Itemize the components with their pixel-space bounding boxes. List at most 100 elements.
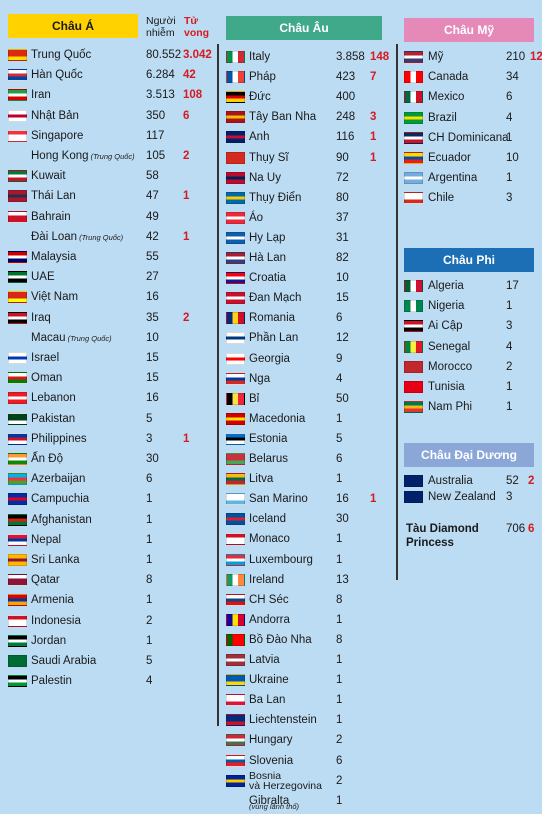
infected-count: 1 (506, 300, 513, 313)
country-row: Afghanistan 1 (8, 511, 198, 529)
flag-icon (404, 360, 423, 373)
flag-icon (226, 111, 245, 124)
country-row: Hà Lan 82 (226, 249, 416, 267)
country-name: Việt Nam (31, 291, 79, 304)
country-name: New Zealand (428, 491, 496, 503)
country-row: Argentina 1 (404, 169, 542, 187)
flag-icon (404, 340, 423, 353)
country-name: Armenia (31, 594, 74, 607)
infected-count: 6 (336, 312, 343, 325)
flag-icon (404, 381, 423, 393)
infected-count: 34 (506, 71, 519, 84)
country-name: Iran (31, 89, 51, 102)
deaths-count: 7 (370, 71, 377, 84)
deaths-count: 3 (370, 111, 377, 124)
country-name: Morocco (428, 360, 473, 373)
country-name: Australia (428, 475, 473, 487)
country-name: Slovenia (249, 754, 294, 767)
country-row: Ukraine 1 (226, 671, 416, 689)
country-row: Gibralta (vùng lãnh thổ) 1 (226, 792, 416, 811)
flag-icon (404, 51, 423, 63)
country-name: Pháp (249, 71, 276, 84)
flag-icon (8, 453, 27, 465)
deaths-count: 2 (528, 475, 535, 487)
country-row: UAE 27 (8, 268, 198, 286)
infected-count: 6 (336, 453, 343, 465)
infected-count: 3.858 (336, 51, 365, 63)
flag-icon (8, 473, 27, 486)
infected-count: 55 (146, 251, 159, 263)
flag-icon (226, 432, 245, 445)
country-row: Georgia 9 (226, 350, 416, 368)
flag-icon (8, 311, 27, 324)
country-row: Liechtenstein 1 (226, 711, 416, 729)
infected-count: 1 (336, 794, 343, 807)
flag-icon (8, 210, 27, 223)
flag-icon (404, 320, 423, 333)
country-row: Chile 3 (404, 189, 542, 207)
flag-icon (226, 71, 245, 84)
infected-count: 72 (336, 171, 349, 184)
flag-icon (8, 655, 27, 667)
deaths-count: 12 (530, 51, 542, 63)
country-row: Hàn Quốc 6.284 42 (8, 66, 198, 84)
infected-count: 13 (336, 573, 349, 586)
country-name: Saudi Arabia (31, 655, 97, 667)
country-row: Estonia 5 (226, 430, 416, 448)
flag-icon (8, 594, 27, 607)
infected-count: 3.513 (146, 89, 175, 102)
flag-icon (226, 372, 245, 385)
infected-count: 16 (336, 493, 349, 506)
infected-count: 30 (336, 513, 349, 526)
flag-icon (226, 633, 245, 646)
country-name: Estonia (249, 432, 288, 445)
flag-icon (8, 109, 27, 122)
country-name: Nigeria (428, 300, 465, 313)
country-name: Bồ Đào Nha (249, 633, 312, 646)
flag-icon (404, 91, 423, 104)
country-row: Bồ Đào Nha 8 (226, 631, 416, 649)
flag-icon (226, 453, 245, 465)
infected-count: 10 (146, 331, 159, 344)
deaths-count: 6 (183, 109, 190, 122)
country-name: Andorra (249, 613, 290, 626)
country-row: Ireland 13 (226, 571, 416, 589)
country-row: Macedonia 1 (226, 410, 416, 428)
country-name: Qatar (31, 574, 60, 587)
flag-icon (226, 493, 245, 506)
country-name: Tây Ban Nha (249, 111, 317, 124)
country-row: Trung Quốc 80.552 3.042 (8, 46, 212, 64)
infected-count: 2 (506, 360, 513, 373)
deaths-count: 1 (183, 190, 190, 203)
country-row: Mỹ 210 12 (404, 48, 542, 66)
infected-count: 1 (336, 412, 343, 425)
oceania-header: Châu Đại Dương (404, 443, 534, 467)
country-name: Ba Lan (249, 694, 286, 707)
country-row: Nam Phi 1 (404, 398, 542, 416)
infected-count: 42 (146, 230, 159, 243)
country-row: Italy 3.858 148 (226, 48, 416, 66)
country-name: Romania (249, 312, 296, 325)
country-name: Ecuador (428, 152, 471, 164)
infected-count: 1 (336, 694, 343, 707)
country-name: Thụy Sĩ (249, 151, 289, 164)
country-row: Monaco 1 (226, 530, 416, 548)
infected-count: 4 (506, 111, 513, 124)
flag-icon (8, 513, 27, 526)
africa-header: Châu Phi (404, 248, 534, 272)
infected-count: 1 (146, 594, 153, 607)
flag-icon (404, 111, 423, 124)
flag-icon (8, 392, 27, 405)
flag-icon (8, 533, 27, 546)
country-name: Hy Lạp (249, 231, 286, 244)
country-name: Macau (Trung Quốc) (31, 331, 112, 344)
infected-count: 1 (506, 401, 513, 414)
infected-count: 15 (336, 292, 349, 305)
infected-count: 37 (336, 211, 349, 224)
infected-count: 4 (336, 372, 343, 385)
infected-count: 15 (146, 372, 159, 385)
country-name: Azerbaijan (31, 473, 86, 486)
america-header: Châu Mỹ (404, 18, 534, 42)
infected-count: 1 (146, 493, 153, 506)
country-row: Áo 37 (226, 209, 416, 227)
